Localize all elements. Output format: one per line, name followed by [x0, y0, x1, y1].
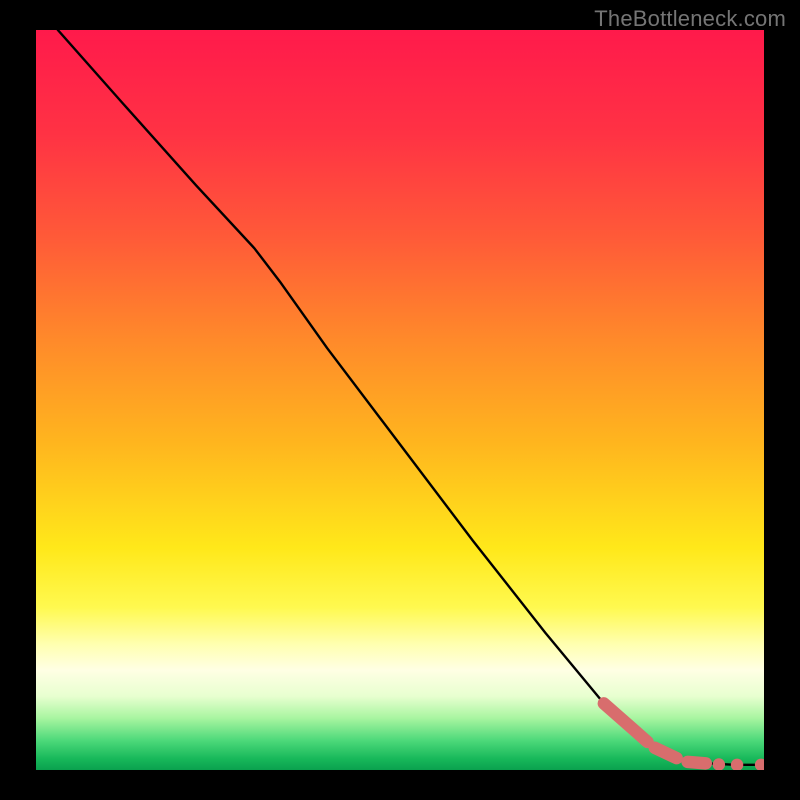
- gradient-background: [36, 30, 764, 770]
- chart-stage: TheBottleneck.com: [0, 0, 800, 800]
- watermark-text: TheBottleneck.com: [594, 6, 786, 32]
- plot-svg: [36, 30, 764, 770]
- plot-area: [36, 30, 764, 770]
- marker-segment: [688, 762, 706, 763]
